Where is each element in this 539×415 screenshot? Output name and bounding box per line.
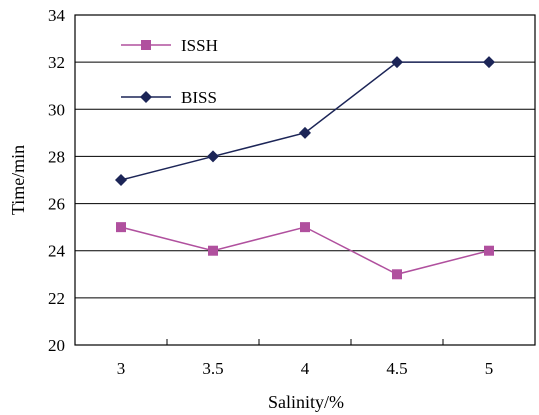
axes: 20 22 24 26 28 30 32 34 3 3.5 4 4.5 5	[48, 6, 536, 378]
data-point-biss	[483, 56, 495, 69]
legend-marker-biss	[140, 91, 152, 103]
series-group	[115, 56, 495, 280]
x-tick-label: 4.5	[386, 359, 407, 378]
y-axis-title: Time/min	[8, 145, 28, 215]
x-axis-title: Salinity/%	[268, 392, 344, 412]
data-point-biss	[207, 150, 219, 163]
data-point-issh	[208, 245, 218, 256]
legend-label-biss: BISS	[181, 88, 217, 107]
plot-frame	[74, 14, 536, 346]
data-point-issh	[484, 245, 494, 256]
gridlines	[75, 61, 535, 299]
y-tick-label: 22	[48, 289, 65, 308]
data-point-biss	[391, 56, 403, 69]
data-point-issh	[392, 269, 402, 280]
legend-label-issh: ISSH	[181, 36, 218, 55]
y-tick-label: 24	[48, 242, 66, 261]
series-line-biss	[120, 61, 489, 181]
x-tick-label: 3	[117, 359, 126, 378]
data-point-issh	[300, 222, 310, 233]
legend: ISSH BISS	[121, 36, 218, 107]
y-tick-label: 28	[48, 147, 65, 166]
y-tick-label: 32	[48, 53, 65, 72]
y-tick-label: 26	[48, 195, 65, 214]
x-tick-label: 3.5	[202, 359, 223, 378]
x-tick-label: 5	[485, 359, 494, 378]
y-tick-label: 34	[48, 6, 66, 25]
y-tick-label: 30	[48, 100, 65, 119]
legend-marker-issh	[141, 40, 151, 50]
x-tick-label: 4	[301, 359, 310, 378]
data-point-issh	[116, 222, 126, 233]
data-point-biss	[299, 126, 311, 139]
y-tick-label: 20	[48, 336, 65, 355]
data-point-biss	[115, 174, 127, 186]
